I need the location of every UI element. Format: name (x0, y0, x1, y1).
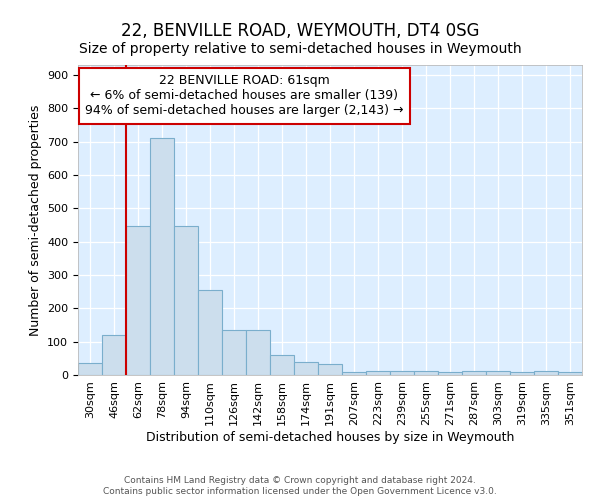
Bar (510, 372, 534, 375)
Text: Contains public sector information licensed under the Open Government Licence v3: Contains public sector information licen… (103, 488, 497, 496)
Bar (558, 372, 582, 375)
Bar (390, 370, 414, 375)
Bar (534, 370, 558, 375)
Bar (174, 226, 198, 375)
Bar (294, 362, 318, 375)
Bar (366, 370, 390, 375)
Bar (222, 330, 246, 375)
Bar (462, 370, 486, 375)
Bar (126, 226, 150, 375)
Bar (486, 370, 510, 375)
X-axis label: Distribution of semi-detached houses by size in Weymouth: Distribution of semi-detached houses by … (146, 430, 514, 444)
Text: 22 BENVILLE ROAD: 61sqm
← 6% of semi-detached houses are smaller (139)
94% of se: 22 BENVILLE ROAD: 61sqm ← 6% of semi-det… (85, 74, 404, 118)
Bar (150, 138, 174, 375)
Bar (318, 364, 342, 375)
Y-axis label: Number of semi-detached properties: Number of semi-detached properties (29, 104, 41, 336)
Bar (438, 372, 462, 375)
Text: 22, BENVILLE ROAD, WEYMOUTH, DT4 0SG: 22, BENVILLE ROAD, WEYMOUTH, DT4 0SG (121, 22, 479, 40)
Bar (246, 330, 270, 375)
Bar (270, 355, 294, 375)
Text: Size of property relative to semi-detached houses in Weymouth: Size of property relative to semi-detach… (79, 42, 521, 56)
Bar (414, 370, 438, 375)
Text: Contains HM Land Registry data © Crown copyright and database right 2024.: Contains HM Land Registry data © Crown c… (124, 476, 476, 485)
Bar (78, 364, 102, 375)
Bar (342, 372, 366, 375)
Bar (198, 290, 222, 375)
Bar (102, 335, 126, 375)
